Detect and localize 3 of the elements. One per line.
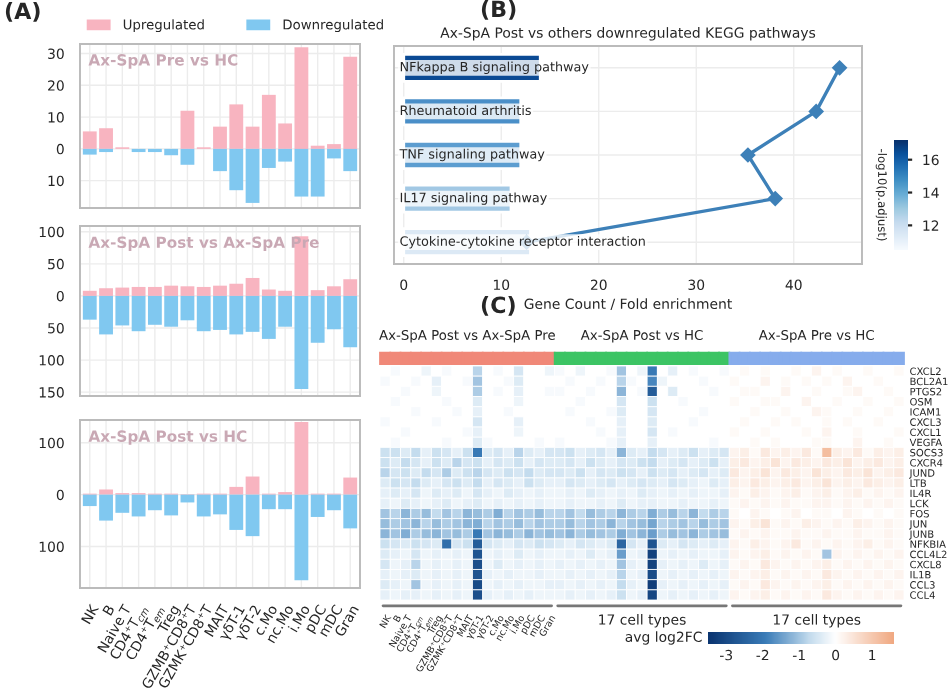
text: (C) [481,296,515,316]
text: (B) [481,0,516,20]
text: (A) [5,2,40,22]
